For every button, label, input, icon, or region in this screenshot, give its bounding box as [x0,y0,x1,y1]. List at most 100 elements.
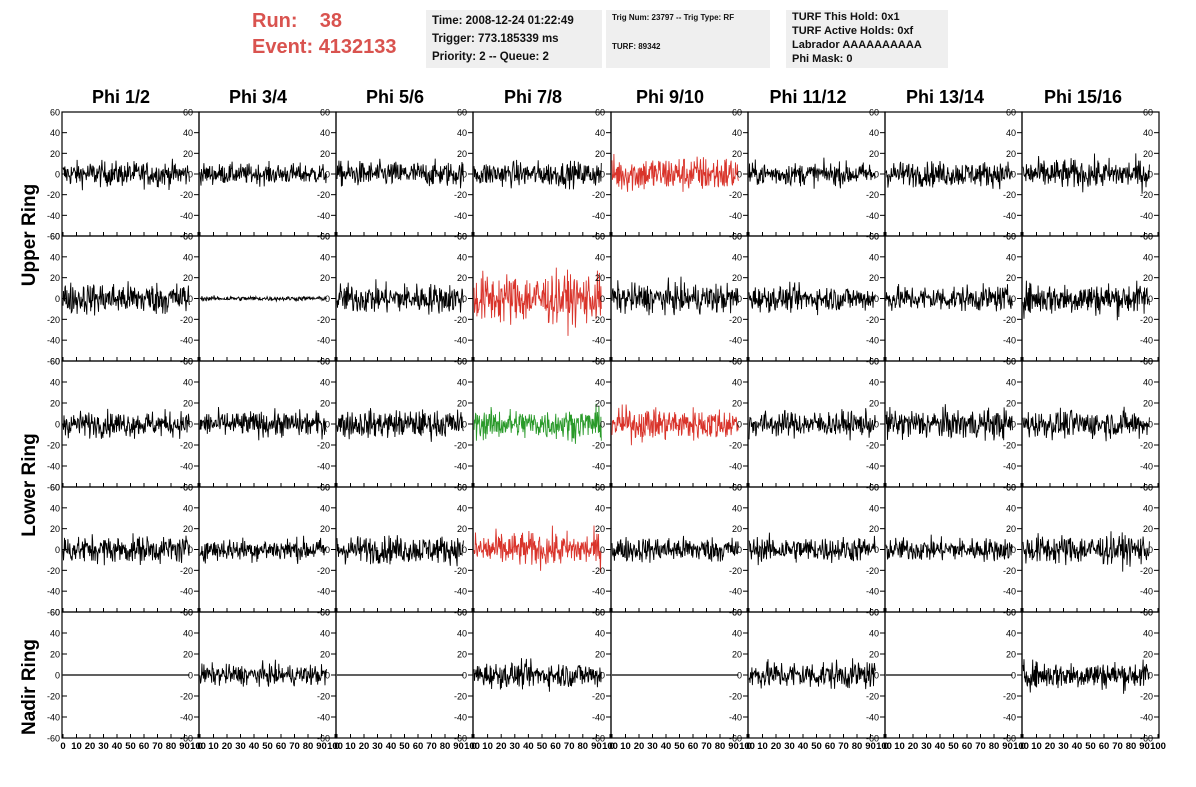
y-tick-label-left: -20 [47,315,60,325]
waveform-trace [885,160,1013,190]
y-tick-label-left: 60 [50,108,60,118]
y-tick-label: 60 [1006,608,1016,618]
x-tick-label: 40 [386,741,397,752]
y-tick-label: -40 [317,211,330,221]
y-tick-label: 0 [874,420,879,430]
x-tick-label: 30 [1058,741,1069,752]
y-tick-label: 60 [1143,357,1153,367]
y-tick-label: 60 [320,608,330,618]
y-tick-label: -40 [592,336,605,346]
y-tick-label: -40 [866,713,879,723]
x-tick-label: 50 [537,741,548,752]
x-tick-label: 100 [876,741,892,752]
x-tick-label: 50 [1085,741,1096,752]
waveform-trace [62,158,190,191]
y-tick-label: -40 [317,336,330,346]
y-tick-label: 20 [320,399,330,409]
y-tick-label: 40 [457,629,467,639]
y-tick-label-left: -40 [47,336,60,346]
y-tick-label: -60 [454,734,467,744]
x-tick-label: 30 [510,741,521,752]
y-tick-label: -20 [317,315,330,325]
x-tick-label: 70 [838,741,849,752]
y-tick-label: 40 [732,503,742,513]
y-tick-label: 0 [188,545,193,555]
y-tick-label: 60 [869,483,879,493]
turf-active-text: TURF Active Holds: 0xf [792,25,914,37]
x-tick-label: 20 [634,741,645,752]
y-tick-label: 40 [595,252,605,262]
x-tick-label: 60 [688,741,699,752]
y-tick-label: 60 [183,108,193,118]
y-tick-label: -40 [729,462,742,472]
y-tick-label: 60 [320,357,330,367]
column-label-phi-15-16: Phi 15/16 [1043,87,1123,107]
y-tick-label: 60 [457,108,467,118]
y-tick-label: 0 [874,294,879,304]
y-tick-label: 20 [1006,149,1016,159]
y-tick-label: -20 [317,441,330,451]
column-label-phi-9-10: Phi 9/10 [635,87,705,107]
y-tick-label: 0 [600,170,605,180]
y-tick-label: 0 [462,294,467,304]
waveform-trace [199,160,327,187]
y-tick-label-left: 40 [50,378,60,388]
y-tick-label: -60 [1140,734,1153,744]
turf-hold-text: TURF This Hold: 0x1 [792,11,900,23]
y-tick-label: 60 [869,608,879,618]
y-tick-label: 40 [183,503,193,513]
y-tick-label: 20 [1143,149,1153,159]
x-tick-label: 100 [739,741,755,752]
x-tick-label: 100 [464,741,480,752]
waveform-trace [748,532,876,566]
y-tick-label: 0 [188,294,193,304]
waveform-trace [62,281,190,316]
x-tick-label: 0 [197,741,202,752]
phi-mask-text: Phi Mask: 0 [792,53,853,65]
y-tick-label: 40 [1006,503,1016,513]
x-tick-label: 0 [1020,741,1025,752]
event-value: 4132133 [318,36,397,58]
y-tick-label: -20 [454,190,467,200]
x-tick-label: 70 [1112,741,1123,752]
y-tick-label: 40 [869,252,879,262]
x-tick-label: 100 [1013,741,1029,752]
y-tick-label: 60 [732,608,742,618]
y-tick-label: -40 [866,211,879,221]
y-tick-label: -40 [317,713,330,723]
y-tick-label-left: 0 [55,671,60,681]
y-tick-label: 20 [595,149,605,159]
x-tick-label: 30 [98,741,109,752]
x-tick-label: 40 [112,741,123,752]
x-tick-label: 80 [852,741,863,752]
y-tick-label: -20 [454,315,467,325]
y-tick-label: -40 [1003,336,1016,346]
y-tick-label: 60 [183,357,193,367]
waveform-trace [473,403,602,444]
y-tick-label-left: 60 [50,483,60,493]
y-tick-label: -20 [1140,566,1153,576]
y-tick-label-left: 40 [50,252,60,262]
x-tick-label: 10 [757,741,768,752]
y-tick-label: 20 [457,399,467,409]
y-tick-label: 20 [1143,524,1153,534]
x-tick-label: 10 [345,741,356,752]
y-tick-label: -20 [180,566,193,576]
y-tick-label: 20 [1143,650,1153,660]
y-tick-label: 20 [1143,273,1153,283]
y-tick-label: -40 [454,462,467,472]
y-tick-label: 60 [732,232,742,242]
y-tick-label: 40 [595,128,605,138]
waveform-trace [199,535,327,564]
x-tick-label: 70 [426,741,437,752]
column-label-phi-11-12: Phi 11/12 [769,87,847,107]
waveform-trace [1022,280,1150,321]
x-tick-label: 30 [647,741,658,752]
y-tick-label-left: -60 [47,734,60,744]
y-tick-label: -20 [866,441,879,451]
y-tick-label: -20 [180,190,193,200]
